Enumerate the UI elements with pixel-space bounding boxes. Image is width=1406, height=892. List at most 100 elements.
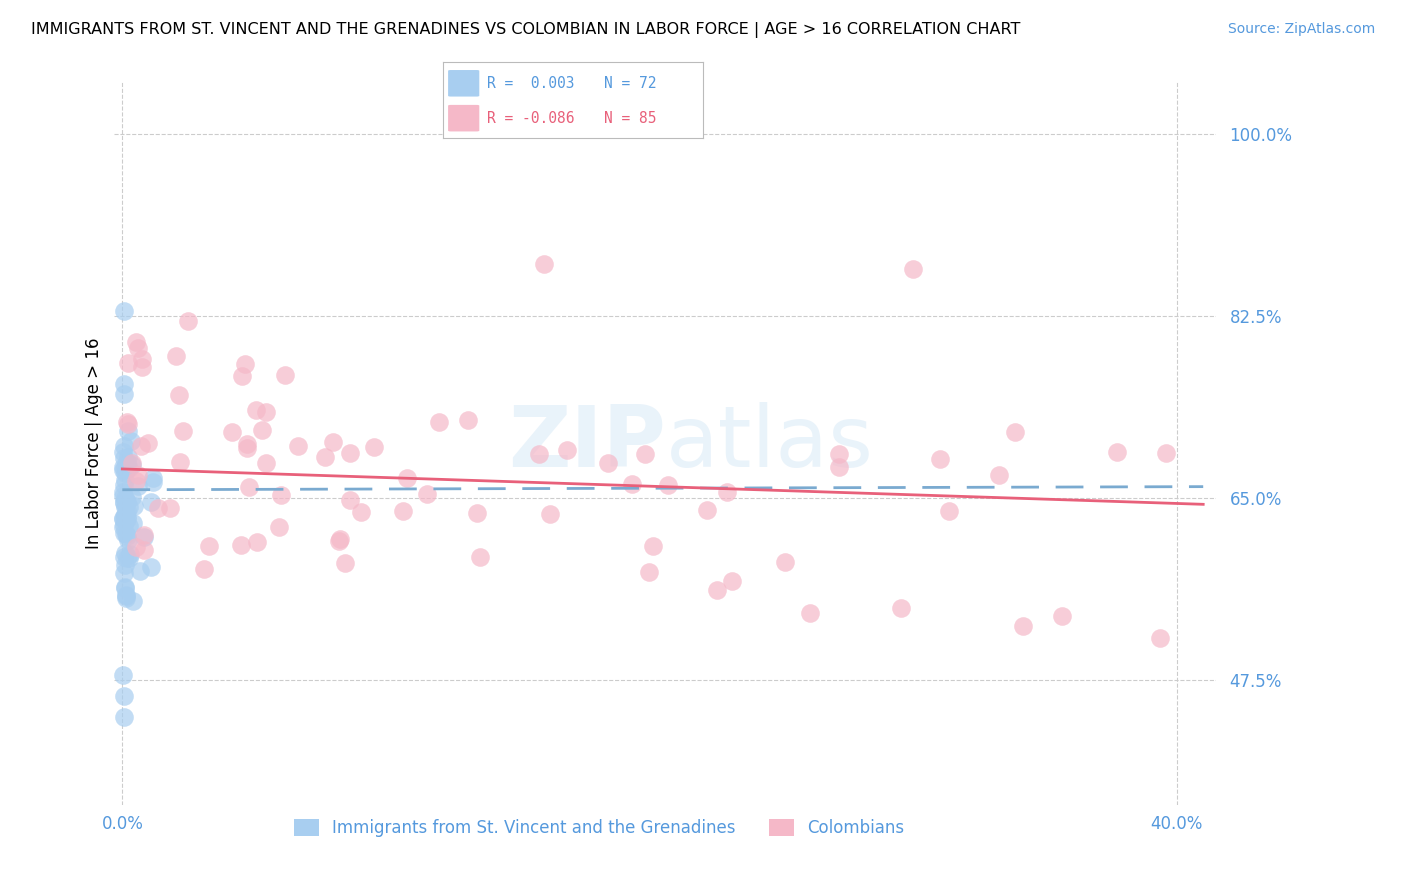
Point	[134, 530, 156, 544]
Point	[112, 566, 135, 581]
Point	[117, 509, 139, 524]
Point	[287, 439, 309, 453]
Point	[903, 262, 925, 277]
Point	[706, 582, 728, 597]
Point	[177, 314, 200, 328]
Text: R = -0.086: R = -0.086	[486, 111, 575, 126]
Point	[112, 518, 135, 533]
Point	[121, 458, 143, 472]
Point	[314, 450, 336, 465]
Point	[111, 445, 134, 459]
Point	[929, 451, 952, 466]
Point	[141, 560, 163, 574]
Point	[112, 709, 135, 723]
Point	[114, 510, 136, 524]
Point	[329, 532, 352, 546]
Point	[115, 462, 138, 476]
Point	[117, 450, 139, 465]
Point	[112, 495, 135, 509]
Point	[467, 506, 489, 520]
Point	[254, 456, 277, 470]
Text: Source: ZipAtlas.com: Source: ZipAtlas.com	[1227, 22, 1375, 37]
Point	[136, 435, 159, 450]
Text: R =  0.003: R = 0.003	[486, 76, 575, 91]
Point	[127, 341, 149, 355]
Point	[122, 516, 145, 530]
Point	[167, 388, 190, 402]
Point	[112, 463, 135, 477]
Point	[221, 425, 243, 440]
Point	[114, 558, 136, 572]
Point	[363, 440, 385, 454]
Point	[643, 539, 665, 553]
Point	[533, 257, 555, 271]
Point	[112, 496, 135, 510]
Point	[114, 546, 136, 560]
Point	[246, 535, 269, 549]
Point	[118, 550, 141, 565]
Point	[1004, 425, 1026, 439]
Point	[112, 376, 135, 391]
Point	[235, 441, 257, 455]
Point	[114, 581, 136, 595]
Point	[124, 334, 146, 349]
Point	[193, 562, 215, 576]
Point	[117, 356, 139, 370]
Y-axis label: In Labor Force | Age > 16: In Labor Force | Age > 16	[86, 338, 103, 549]
Point	[115, 590, 138, 604]
FancyBboxPatch shape	[449, 105, 479, 131]
Point	[124, 500, 146, 514]
Point	[131, 351, 153, 366]
Point	[120, 434, 142, 449]
Point	[115, 495, 138, 509]
Point	[112, 477, 135, 491]
Point	[142, 471, 165, 485]
Point	[267, 520, 290, 534]
Point	[117, 415, 139, 429]
Point	[828, 447, 851, 461]
Point	[339, 493, 361, 508]
Point	[236, 436, 259, 450]
Point	[114, 509, 136, 524]
Point	[127, 467, 149, 482]
Point	[111, 459, 134, 474]
Point	[112, 525, 135, 540]
Point	[120, 547, 142, 561]
Text: atlas: atlas	[665, 402, 873, 485]
Point	[254, 405, 277, 419]
Point	[1050, 608, 1073, 623]
Point	[527, 447, 550, 461]
Point	[115, 512, 138, 526]
Point	[339, 446, 361, 460]
Point	[159, 501, 181, 516]
Point	[596, 456, 619, 470]
Point	[238, 480, 260, 494]
Point	[197, 539, 219, 553]
Point	[112, 439, 135, 453]
Point	[117, 461, 139, 475]
Point	[112, 520, 135, 534]
Point	[115, 526, 138, 541]
Point	[889, 601, 911, 615]
Point	[987, 467, 1010, 482]
Point	[111, 668, 134, 682]
Point	[716, 485, 738, 500]
Point	[114, 491, 136, 505]
Point	[165, 349, 187, 363]
Point	[125, 475, 148, 489]
Point	[117, 424, 139, 438]
Point	[112, 450, 135, 465]
Point	[1156, 445, 1178, 459]
Point	[115, 496, 138, 510]
Point	[112, 512, 135, 526]
Point	[115, 462, 138, 476]
Point	[696, 502, 718, 516]
Point	[114, 580, 136, 594]
Text: IMMIGRANTS FROM ST. VINCENT AND THE GRENADINES VS COLOMBIAN IN LABOR FORCE | AGE: IMMIGRANTS FROM ST. VINCENT AND THE GREN…	[31, 22, 1021, 38]
Point	[457, 413, 479, 427]
Text: N = 85: N = 85	[605, 111, 657, 126]
Point	[117, 417, 139, 431]
Point	[274, 368, 297, 383]
Point	[938, 504, 960, 518]
Point	[391, 503, 413, 517]
